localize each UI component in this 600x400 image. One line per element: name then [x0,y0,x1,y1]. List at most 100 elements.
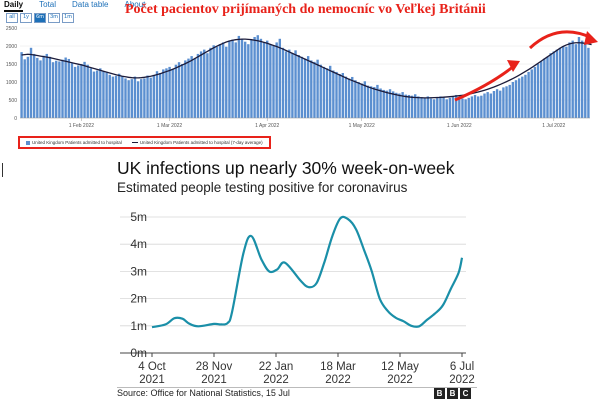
range-all-button[interactable]: all [6,13,18,23]
bar [73,66,77,118]
bar [467,97,470,118]
bar [231,39,234,118]
bar-swatch-icon [26,140,30,145]
bar [357,82,360,118]
y-tick-label: 4m [130,237,147,251]
bar [562,46,565,118]
bar [206,53,209,119]
bar [514,80,518,118]
trend-arrow-head-icon [584,31,598,45]
bar [376,84,379,118]
bar [133,76,137,118]
line-swatch-icon [131,142,138,144]
bar [414,94,417,118]
x-tick-label: 1 Feb 2022 [69,123,95,129]
trend-arrow-head-icon [507,60,520,72]
bar [203,49,206,118]
chart-title: UK infections up nearly 30% week-on-week [117,158,455,178]
bar [423,97,426,118]
chart-legend: United Kingdom Patients admitted to hosp… [18,136,271,149]
bbc-logo-letter: B [434,388,445,399]
bar [55,60,58,118]
tab-daily[interactable]: Daily [4,0,24,12]
bar [300,56,304,118]
dashboard-panel: Daily Total Data table About all 1y 6m 3… [0,0,600,150]
bar [108,74,111,118]
bar [338,74,341,118]
bar [426,96,430,118]
bar [26,56,30,118]
bar [335,71,338,118]
bar [155,71,159,118]
bar [373,87,376,118]
bar [483,93,486,118]
x-tick-year-label: 2022 [325,374,351,386]
bar [584,44,587,119]
bar [536,64,540,118]
bar [407,94,411,118]
x-tick-label: 1 Jul 2022 [542,123,565,129]
dashboard-tabs: Daily Total Data table About [4,0,145,12]
bar [477,96,480,118]
bar [20,52,23,119]
x-tick-year-label: 2022 [263,374,289,386]
x-tick-label: 28 Nov [196,361,233,373]
bar [247,44,250,119]
bar [58,61,61,118]
bar [489,93,492,118]
bar [165,68,168,118]
bar [325,68,329,118]
bar [549,53,552,119]
bar [385,90,389,118]
bar [480,95,483,118]
bar [221,42,225,118]
bar [454,94,458,118]
bar [158,73,162,118]
bar [442,97,445,118]
bar [130,79,133,118]
bar [177,62,181,118]
bar [555,49,559,118]
y-tick-label: 2500 [6,26,17,32]
bar [281,47,285,118]
bar [439,96,442,118]
y-tick-label: 2000 [6,44,17,50]
bbc-logo: B B C [434,388,471,399]
range-3m-button[interactable]: 3m [48,13,60,23]
bar [486,92,489,118]
y-tick-label: 0m [130,346,147,360]
legend-item-bars: United Kingdom Patients admitted to hosp… [26,140,122,145]
y-tick-label: 500 [9,98,18,104]
y-tick-label: 1500 [6,62,17,68]
bar [288,49,291,118]
bar [256,35,259,119]
bar [473,94,477,118]
tab-about[interactable]: About [124,0,146,9]
bar [313,61,316,118]
source-divider [117,387,477,388]
tab-data-table[interactable]: Data table [72,0,109,9]
x-tick-label: 1 May 2022 [349,123,375,129]
bar [111,76,115,118]
range-1m-button[interactable]: 1m [62,13,74,23]
chart-subtitle: Estimated people testing positive for co… [117,180,408,195]
bar [51,62,55,118]
bar [83,61,86,118]
bar [565,46,568,118]
bar [102,71,105,118]
range-1y-button[interactable]: 1y [20,13,32,23]
bar [391,91,395,118]
bar [234,42,237,118]
bar [432,99,436,118]
tab-total[interactable]: Total [39,0,57,9]
bar [461,98,464,118]
legend-item-line: United Kingdom Patients admitted to hosp… [131,140,263,145]
bar [448,97,452,118]
bar [272,46,275,118]
bar [275,42,278,118]
range-6m-button[interactable]: 6m [34,13,46,23]
bar [344,76,348,118]
bar [284,51,288,118]
bar [199,51,203,118]
bar [228,40,231,118]
